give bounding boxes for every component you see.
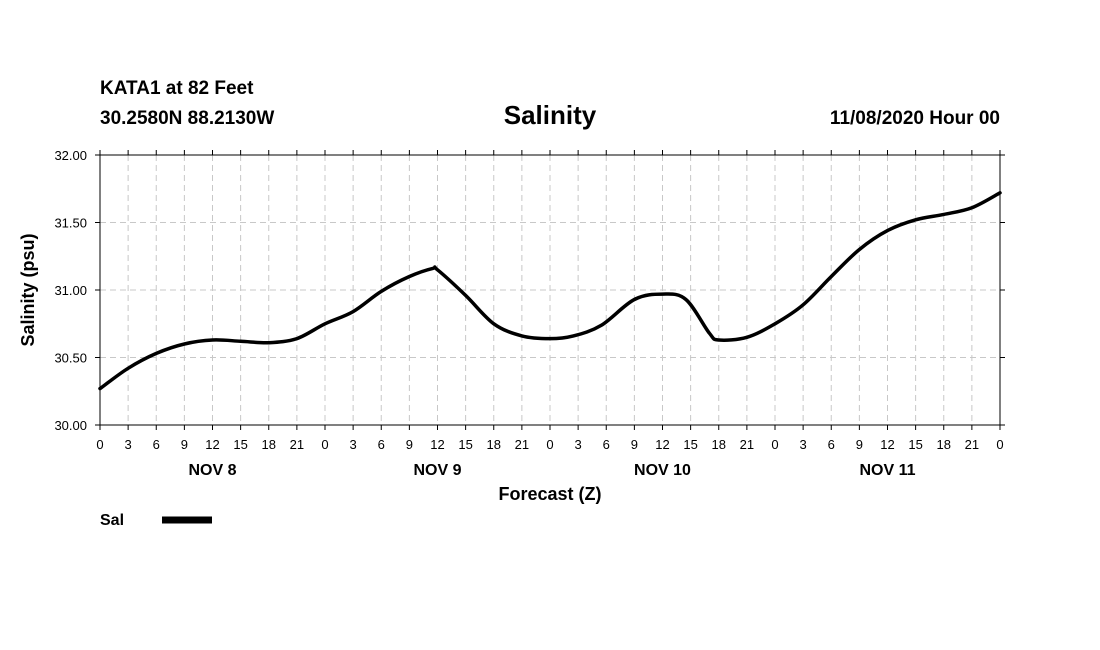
x-tick-label: 0 <box>546 437 553 452</box>
x-tick-label: 18 <box>712 437 726 452</box>
x-tick-label: 9 <box>181 437 188 452</box>
x-tick-label: 3 <box>125 437 132 452</box>
y-tick-label: 31.50 <box>54 216 87 231</box>
x-tick-label: 0 <box>771 437 778 452</box>
day-label: NOV 8 <box>188 462 236 479</box>
x-tick-label: 12 <box>880 437 894 452</box>
y-tick-label: 32.00 <box>54 148 87 163</box>
coordinates-label: 30.2580N 88.2130W <box>100 108 274 129</box>
chart-title: Salinity <box>504 100 597 130</box>
x-tick-label: 12 <box>430 437 444 452</box>
salinity-series-line <box>98 191 1002 391</box>
x-tick-label: 3 <box>575 437 582 452</box>
x-tick-label: 3 <box>800 437 807 452</box>
y-tick-label: 31.00 <box>54 283 87 298</box>
x-tick-label: 9 <box>631 437 638 452</box>
y-axis-label: Salinity (psu) <box>18 233 38 346</box>
x-tick-label: 6 <box>378 437 385 452</box>
x-tick-labels: 0 3 6 9 12 15 18 21 0 3 6 9 12 15 18 21 0 3 6 9 12 15 18 21 0 3 6 9… <box>96 437 1003 452</box>
x-tick-label: 15 <box>908 437 922 452</box>
day-label: NOV 10 <box>634 462 691 479</box>
station-label: KATA1 at 82 Feet <box>100 78 254 99</box>
x-tick-label: 21 <box>965 437 979 452</box>
legend: Sal <box>100 512 212 529</box>
day-labels: NOV 8 NOV 9 NOV 10 NOV 11 <box>188 462 915 479</box>
x-tick-label: 18 <box>487 437 501 452</box>
day-label: NOV 11 <box>859 462 915 479</box>
legend-label: Sal <box>100 512 124 529</box>
y-tick-label: 30.50 <box>54 351 87 366</box>
axis-ticks <box>95 150 1005 430</box>
x-tick-label: 12 <box>655 437 669 452</box>
y-tick-label: 30.00 <box>54 418 87 433</box>
x-tick-label: 6 <box>828 437 835 452</box>
x-tick-label: 21 <box>515 437 529 452</box>
x-tick-label: 3 <box>350 437 357 452</box>
x-tick-label: 18 <box>262 437 276 452</box>
x-tick-label: 15 <box>458 437 472 452</box>
x-tick-label: 15 <box>233 437 247 452</box>
plot-frame <box>99 154 1001 426</box>
day-label: NOV 9 <box>413 462 461 479</box>
x-tick-label: 6 <box>603 437 610 452</box>
x-tick-label: 0 <box>996 437 1003 452</box>
x-tick-label: 9 <box>406 437 413 452</box>
x-tick-label: 0 <box>96 437 103 452</box>
x-tick-label: 12 <box>205 437 219 452</box>
grid-lines <box>100 155 1000 425</box>
x-tick-label: 15 <box>683 437 697 452</box>
x-tick-label: 21 <box>740 437 754 452</box>
x-tick-label: 21 <box>290 437 304 452</box>
x-tick-label: 6 <box>153 437 160 452</box>
x-tick-label: 9 <box>856 437 863 452</box>
x-tick-label: 0 <box>321 437 328 452</box>
x-axis-label: Forecast (Z) <box>498 484 601 504</box>
y-tick-labels: 30.00 30.50 31.00 31.50 32.00 <box>54 148 87 433</box>
run-time-label: 11/08/2020 Hour 00 <box>830 108 1000 129</box>
x-tick-label: 18 <box>937 437 951 452</box>
